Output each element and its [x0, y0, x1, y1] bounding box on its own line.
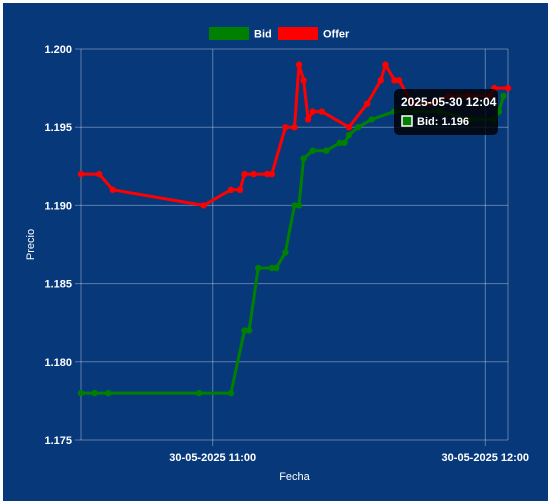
x-axis-ticks: 30-05-2025 11:00 30-05-2025 12:00 — [169, 452, 529, 464]
x-tick-label: 30-05-2025 12:00 — [442, 452, 529, 464]
bid-data-point[interactable] — [91, 389, 98, 397]
offer-data-point[interactable] — [345, 124, 353, 131]
y-tick-label: 1.195 — [44, 122, 72, 134]
tooltip: 2025-05-30 12:04 Bid: 1.196 — [394, 89, 498, 135]
bid-data-point[interactable] — [300, 155, 307, 162]
offer-data-point[interactable] — [382, 61, 389, 68]
bid-data-point[interactable] — [341, 139, 348, 146]
bid-data-point[interactable] — [77, 389, 85, 397]
offer-data-point[interactable] — [200, 202, 207, 209]
chart-frame: 1.175 1.180 1.185 1.190 1.195 1.200 30-05-202… — [3, 3, 548, 501]
offer-data-point[interactable] — [295, 61, 303, 68]
offer-data-point[interactable] — [304, 116, 312, 123]
bid-data-point[interactable] — [336, 139, 344, 146]
bid-data-point[interactable] — [368, 116, 375, 123]
offer-data-point[interactable] — [364, 100, 371, 107]
tooltip-swatch — [401, 115, 413, 127]
offer-data-point[interactable] — [377, 77, 384, 84]
offer-data-point[interactable] — [227, 186, 235, 193]
legend-label-offer[interactable]: Offer — [323, 29, 350, 41]
bid-data-point[interactable] — [345, 131, 353, 139]
y-tick-label: 1.185 — [44, 279, 72, 291]
offer-data-point[interactable] — [282, 124, 289, 131]
offer-data-point[interactable] — [264, 170, 271, 178]
y-axis-title: Precio — [25, 229, 37, 260]
tooltip-title: 2025-05-30 12:04 — [401, 95, 497, 109]
y-tick-label: 1.190 — [44, 200, 72, 212]
bid-series-line — [81, 95, 505, 395]
legend-label-bid[interactable]: Bid — [254, 29, 272, 41]
offer-data-point[interactable] — [241, 170, 248, 178]
offer-data-point[interactable] — [291, 124, 298, 131]
offer-data-point[interactable] — [395, 77, 403, 84]
offer-data-point[interactable] — [236, 186, 244, 193]
bid-data-point[interactable] — [354, 124, 362, 131]
offer-data-point[interactable] — [309, 108, 316, 115]
price-line-chart[interactable]: 1.175 1.180 1.185 1.190 1.195 1.200 30-05-202… — [3, 3, 548, 501]
bid-data-point[interactable] — [268, 264, 275, 272]
y-tick-label: 1.175 — [44, 435, 72, 447]
tooltip-value: Bid: 1.196 — [417, 116, 469, 128]
bid-data-point[interactable] — [295, 202, 303, 209]
y-axis-ticks: 1.175 1.180 1.185 1.190 1.195 1.200 — [44, 44, 72, 447]
bid-data-point[interactable] — [309, 147, 316, 154]
bid-data-point[interactable] — [500, 92, 507, 100]
x-axis-title: Fecha — [279, 471, 310, 483]
offer-data-point[interactable] — [250, 170, 257, 178]
x-tick-label: 30-05-2025 11:00 — [169, 452, 256, 464]
bid-data-point[interactable] — [273, 264, 280, 272]
offer-data-point[interactable] — [77, 170, 85, 178]
y-tick-label: 1.200 — [44, 44, 72, 56]
offer-data-point[interactable] — [504, 84, 512, 92]
bid-data-point[interactable] — [291, 202, 298, 209]
bid-data-point[interactable] — [195, 389, 203, 397]
bid-data-point[interactable] — [105, 389, 112, 397]
bid-data-point[interactable] — [245, 327, 253, 334]
y-tick-label: 1.180 — [44, 357, 72, 369]
legend: Bid Offer — [209, 27, 350, 41]
offer-data-point[interactable] — [391, 77, 398, 84]
bid-data-point[interactable] — [323, 147, 330, 154]
offer-data-point[interactable] — [109, 186, 117, 193]
offer-data-point[interactable] — [268, 170, 275, 178]
tooltip-box — [394, 89, 498, 135]
bid-data-point[interactable] — [241, 327, 248, 334]
offer-data-point[interactable] — [96, 170, 103, 178]
legend-swatch-offer[interactable] — [278, 27, 318, 40]
bid-data-point[interactable] — [255, 264, 262, 272]
offer-data-point[interactable] — [318, 108, 325, 115]
bid-data-point[interactable] — [227, 389, 235, 397]
offer-data-point[interactable] — [300, 77, 307, 84]
legend-swatch-bid[interactable] — [209, 27, 249, 40]
bid-data-point[interactable] — [282, 249, 289, 256]
